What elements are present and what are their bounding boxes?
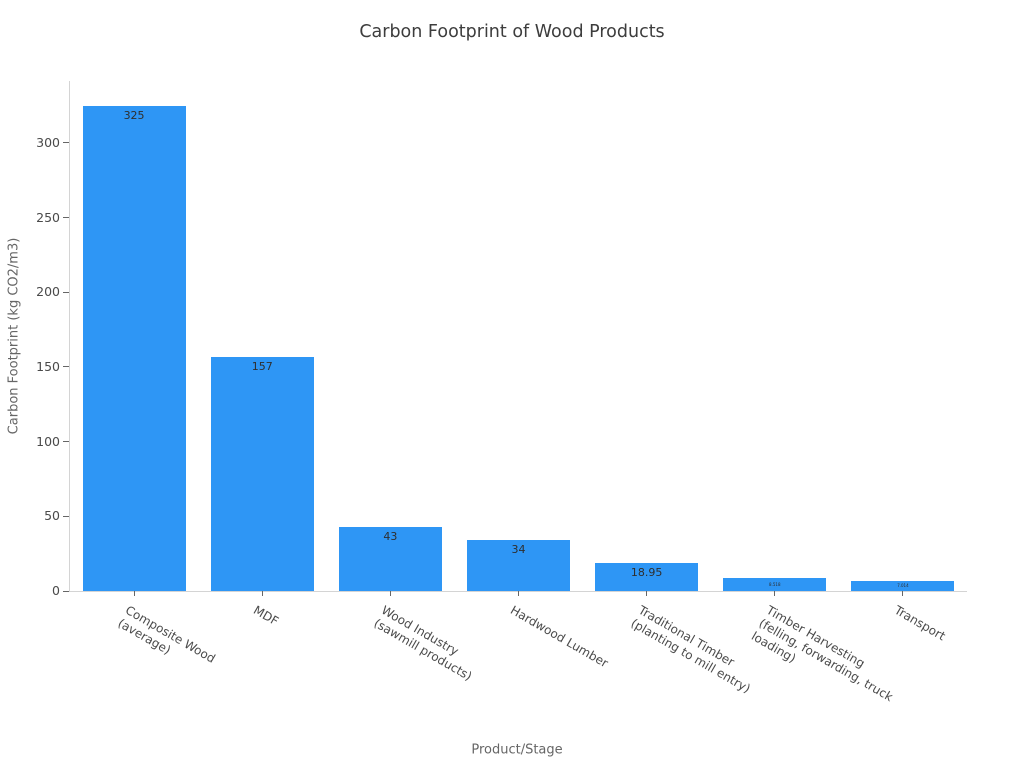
x-tick-label: Traditional Timber (planting to mill ent… (628, 603, 753, 696)
chart-title: Carbon Footprint of Wood Products (359, 22, 665, 42)
y-tick-label: 0 (52, 583, 60, 598)
bar (851, 580, 955, 591)
bar (82, 105, 186, 591)
y-tick-label: 300 (36, 134, 60, 150)
x-tick-mark (133, 591, 135, 596)
bar-value-label: 325 (123, 108, 145, 122)
y-tick-label: 50 (44, 508, 60, 524)
bar (723, 578, 827, 591)
y-tick-mark (63, 515, 69, 517)
x-tick-mark (774, 591, 776, 596)
bar-value-label: 157 (251, 359, 273, 373)
y-tick-mark (63, 217, 69, 219)
plot-area: 0 50 100 150 200 250 300 325 Composite Wood (ave… (36, 81, 967, 704)
x-tick-label: Wood Industry (sawmill products) (371, 603, 475, 684)
bar (467, 540, 570, 591)
y-tick-mark (63, 441, 69, 443)
y-tick-label: 150 (36, 358, 60, 374)
x-tick-label: Hardwood Lumber (507, 603, 611, 671)
y-tick-mark (63, 142, 69, 144)
x-tick-mark (389, 591, 391, 596)
y-axis-title: Carbon Footprint (kg CO2/m3) (6, 237, 22, 435)
x-tick-label: Composite Wood (average) (115, 603, 218, 666)
bar-value-label: 34 (511, 543, 526, 557)
x-tick-label: MDF (251, 603, 282, 629)
x-tick-mark (902, 591, 904, 596)
y-tick-label: 200 (36, 284, 60, 300)
x-tick-mark (646, 591, 648, 596)
y-tick-label: 250 (36, 209, 60, 225)
y-tick-mark (63, 366, 69, 368)
bar-value-label: 43 (383, 529, 398, 543)
bar (210, 356, 314, 591)
x-axis-title: Product/Stage (471, 742, 563, 758)
bar-value-label: 8.518 (769, 581, 781, 587)
x-tick-label: Transport (891, 603, 948, 644)
y-tick-mark (63, 291, 69, 293)
bar-value-label: 18.95 (630, 565, 663, 579)
y-tick-label: 100 (36, 433, 60, 449)
y-tick-mark (63, 590, 69, 592)
bar-value-label: 7.014 (897, 582, 909, 588)
x-tick-mark (261, 591, 263, 596)
x-tick-mark (518, 591, 519, 596)
bar (338, 526, 442, 591)
bar (595, 562, 699, 591)
